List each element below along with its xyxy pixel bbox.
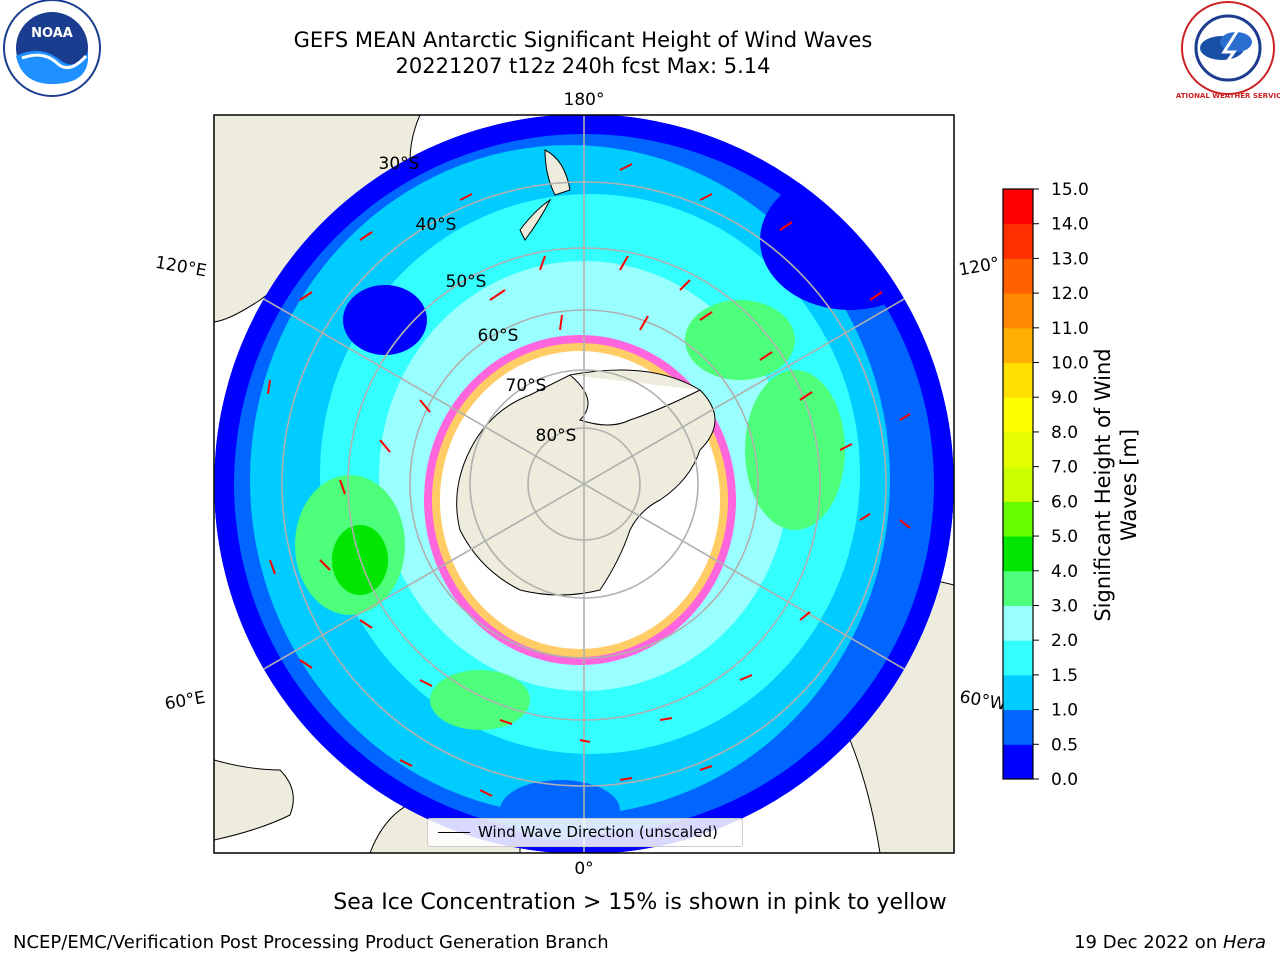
colorbar-swatch bbox=[1003, 223, 1033, 259]
wave-field bbox=[214, 115, 954, 853]
lon-label-180: 180° bbox=[564, 90, 605, 110]
colorbar-swatch bbox=[1003, 744, 1033, 780]
nws-logo: NATIONAL WEATHER SERVICE bbox=[1176, 1, 1280, 100]
colorbar-swatch bbox=[1003, 258, 1033, 294]
colorbar-tick-label: 15.0 bbox=[1051, 180, 1089, 200]
footer-branch: NCEP/EMC/Verification Post Processing Pr… bbox=[13, 932, 609, 953]
noaa-logo: NOAA bbox=[3, 0, 101, 97]
colorbar-swatch bbox=[1003, 397, 1033, 433]
colorbar-swatch bbox=[1003, 605, 1033, 641]
wind-wave-arrows bbox=[267, 163, 911, 797]
lon-label-0: 0° bbox=[574, 859, 593, 879]
colorbar-frame bbox=[1002, 188, 1034, 780]
colorbar-swatch bbox=[1003, 709, 1033, 745]
colorbar-tick-label: 0.0 bbox=[1051, 770, 1078, 790]
colorbar-tick-label: 1.0 bbox=[1051, 701, 1078, 721]
map-title: GEFS MEAN Antarctic Significant Height o… bbox=[293, 28, 873, 52]
colorbar-tick-label: 7.0 bbox=[1051, 458, 1078, 478]
legend-label: Wind Wave Direction (unscaled) bbox=[478, 823, 718, 841]
colorbar-swatch bbox=[1003, 431, 1033, 468]
colorbar-tick-label: 0.5 bbox=[1051, 735, 1078, 755]
lon-label-120e: 120°E bbox=[154, 253, 208, 282]
colorbar-swatch bbox=[1003, 536, 1033, 572]
colorbar-tick-label: 8.0 bbox=[1051, 423, 1078, 443]
sea-ice-note: Sea Ice Concentration > 15% is shown in … bbox=[333, 890, 947, 915]
colorbar-tick-label: 13.0 bbox=[1051, 249, 1089, 269]
colorbar-swatch bbox=[1003, 466, 1033, 502]
lat-label-30s: 30°S bbox=[379, 154, 420, 174]
colorbar-tick-label: 9.0 bbox=[1051, 388, 1078, 408]
colorbar-label-line2: Waves [m] bbox=[1117, 428, 1141, 542]
colorbar-tick-label: 3.0 bbox=[1051, 596, 1078, 616]
lat-label-60s: 60°S bbox=[478, 326, 519, 346]
colorbar-tick-label: 12.0 bbox=[1051, 284, 1089, 304]
colorbar-tick-label: 6.0 bbox=[1051, 492, 1078, 512]
lat-label-80s: 80°S bbox=[536, 426, 577, 446]
colorbar-label: Significant Height of Wind Waves [m] bbox=[1090, 348, 1142, 621]
colorbar-swatch bbox=[1003, 674, 1033, 711]
colorbar-tick-label: 14.0 bbox=[1051, 215, 1089, 235]
colorbar-swatch bbox=[1003, 189, 1033, 225]
land-new-zealand bbox=[519, 149, 571, 241]
lat-label-50s: 50°S bbox=[446, 272, 487, 292]
colorbar-tick-label: 4.0 bbox=[1051, 562, 1078, 582]
land-africa bbox=[214, 759, 294, 841]
colorbar-swatch bbox=[1003, 362, 1033, 398]
footer-date-text: 19 Dec 2022 on bbox=[1074, 932, 1223, 953]
colorbar-swatch bbox=[1003, 501, 1033, 537]
legend: Wind Wave Direction (unscaled) bbox=[427, 818, 743, 847]
lon-label-120w: 120° bbox=[957, 254, 1001, 281]
map-frame bbox=[213, 114, 955, 854]
colorbar-tick-label: 1.5 bbox=[1051, 666, 1078, 686]
map-subtitle-forecast: 20221207 t12z 240h fcst Max: 5.14 bbox=[395, 54, 771, 78]
colorbar-swatch bbox=[1003, 570, 1033, 606]
legend-line-icon bbox=[438, 832, 470, 833]
colorbar-swatch bbox=[1003, 640, 1033, 676]
colorbar-tick-label: 5.0 bbox=[1051, 527, 1078, 547]
graticule bbox=[214, 115, 954, 853]
footer-date: 19 Dec 2022 on Hera bbox=[1074, 932, 1266, 953]
colorbar-tick-label: 2.0 bbox=[1051, 631, 1078, 651]
lon-label-60e: 60°E bbox=[163, 688, 207, 715]
colorbar-tick-label: 11.0 bbox=[1051, 319, 1089, 339]
colorbar-swatch bbox=[1003, 293, 1033, 329]
lat-label-70s: 70°S bbox=[506, 376, 547, 396]
lat-label-40s: 40°S bbox=[416, 215, 457, 235]
noaa-logo-text: NOAA bbox=[31, 26, 73, 41]
nws-logo-text: NATIONAL WEATHER SERVICE bbox=[1176, 92, 1280, 100]
lon-label-60w: 60°W bbox=[958, 687, 1008, 715]
colorbar-swatch bbox=[1003, 327, 1033, 364]
colorbar-tick-label: 10.0 bbox=[1051, 354, 1089, 374]
colorbar-label-line1: Significant Height of Wind bbox=[1091, 348, 1115, 622]
footer-host: Hera bbox=[1222, 932, 1266, 953]
colorbar: 0.0 0.5 1.0 1.5 2.0 3.0 4.0 5.0 6.0 7.0 8.0 9.0 10.0… bbox=[1002, 180, 1089, 790]
